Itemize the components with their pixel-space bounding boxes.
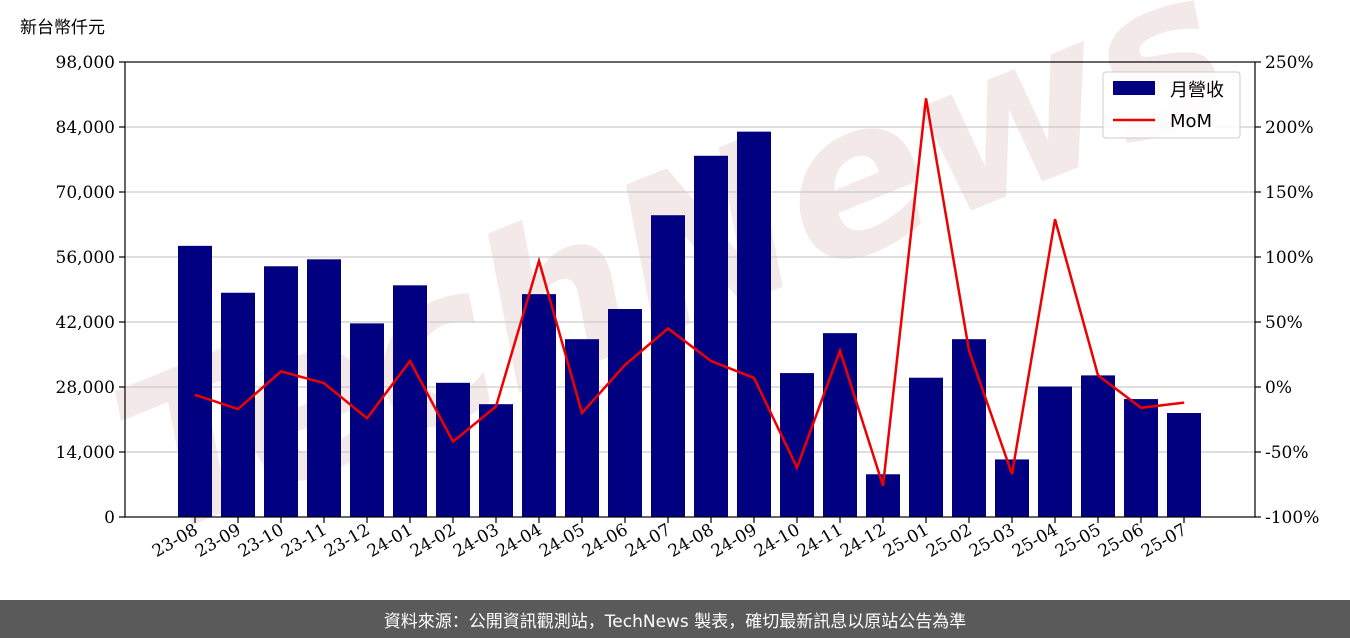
- mom-point: [194, 394, 196, 396]
- x-tick-label: 25-05: [1052, 520, 1104, 562]
- mom-point: [710, 360, 712, 362]
- x-tick-label: 25-01: [880, 520, 932, 562]
- bar: [823, 333, 857, 517]
- left-tick-label: 28,000: [56, 378, 115, 398]
- revenue-chart: TechNews 新台幣仟元 014,00028,00042,00056,000…: [20, 0, 1319, 585]
- bar: [264, 266, 298, 517]
- bar: [1081, 375, 1115, 517]
- mom-point: [581, 412, 583, 414]
- x-tick-label: 24-11: [794, 520, 846, 562]
- left-tick-label: 98,000: [56, 53, 115, 73]
- right-y-axis: -100% -50% 0% 50% 100% 150% 200% 250%: [1255, 53, 1319, 528]
- mom-point: [968, 350, 970, 352]
- mom-point: [452, 441, 454, 443]
- x-tick-label: 25-03: [966, 520, 1018, 562]
- x-tick-label: 23-12: [321, 520, 373, 562]
- bar: [178, 245, 212, 517]
- mom-point: [624, 364, 626, 366]
- mom-point: [323, 382, 325, 384]
- right-tick-label: 200%: [1265, 118, 1314, 138]
- x-tick-label: 24-10: [751, 520, 803, 562]
- left-tick-label: 70,000: [56, 183, 115, 203]
- y-unit-label: 新台幣仟元: [20, 18, 105, 38]
- mom-point: [796, 467, 798, 469]
- bar: [608, 309, 642, 517]
- legend: 月營收 MoM: [1102, 71, 1241, 139]
- mom-point: [409, 360, 411, 362]
- mom-point: [366, 417, 368, 419]
- x-tick-label: 24-02: [407, 520, 459, 562]
- bar: [952, 339, 986, 517]
- footer-text: 資料來源：公開資訊觀測站，TechNews 製表，確切最新訊息以原站公告為準: [383, 611, 967, 632]
- bar: [479, 404, 513, 517]
- left-tick-label: 0: [104, 508, 115, 528]
- x-tick-label: 25-02: [923, 520, 975, 562]
- left-tick-label: 42,000: [56, 313, 115, 333]
- bar: [1167, 413, 1201, 517]
- left-tick-label: 14,000: [56, 443, 115, 463]
- mom-point: [237, 408, 239, 410]
- left-y-axis: 0 14,000 28,000 42,000 56,000 70,000 84,000 98,…: [56, 53, 125, 528]
- bar: [737, 131, 771, 517]
- x-tick-label: 25-04: [1009, 520, 1061, 562]
- x-tick-label: 25-07: [1138, 520, 1190, 562]
- x-tick-label: 25-06: [1095, 520, 1147, 562]
- mom-point: [280, 370, 282, 372]
- bar: [694, 155, 728, 518]
- mom-point: [882, 485, 884, 487]
- x-tick-label: 24-08: [665, 520, 717, 562]
- mom-point: [1140, 407, 1142, 409]
- x-tick-label: 24-04: [493, 520, 545, 562]
- legend-label-revenue: 月營收: [1170, 80, 1224, 101]
- mom-point: [1011, 473, 1013, 475]
- right-tick-label: 250%: [1265, 53, 1314, 73]
- x-tick-label: 24-01: [364, 520, 416, 562]
- x-tick-label: 24-09: [708, 520, 760, 562]
- bar: [307, 259, 341, 517]
- mom-point: [1054, 218, 1056, 220]
- x-tick-label: 24-07: [622, 520, 674, 562]
- bar: [1124, 399, 1158, 517]
- legend-swatch-revenue: [1113, 81, 1155, 95]
- x-tick-label: 24-05: [536, 520, 588, 562]
- right-tick-label: 0%: [1265, 378, 1292, 398]
- mom-point: [925, 97, 927, 99]
- mom-point: [753, 377, 755, 379]
- right-tick-label: 150%: [1265, 183, 1314, 203]
- x-tick-label: 24-12: [837, 520, 889, 562]
- right-tick-label: 50%: [1265, 313, 1303, 333]
- x-tick-label: 24-06: [579, 520, 631, 562]
- left-tick-label: 56,000: [56, 248, 115, 268]
- x-tick-label: 24-03: [450, 520, 502, 562]
- bar: [522, 294, 556, 517]
- right-tick-label: -100%: [1265, 508, 1319, 528]
- bar: [909, 377, 943, 517]
- legend-label-mom: MoM: [1170, 111, 1212, 132]
- mom-point: [538, 260, 540, 262]
- bar: [565, 339, 599, 517]
- left-tick-label: 84,000: [56, 118, 115, 138]
- mom-point: [667, 328, 669, 329]
- bar: [1038, 386, 1072, 517]
- mom-point: [495, 406, 497, 407]
- source-footer: 資料來源：公開資訊觀測站，TechNews 製表，確切最新訊息以原站公告為準: [0, 600, 1350, 638]
- bar: [651, 215, 685, 517]
- right-tick-label: 100%: [1265, 248, 1314, 268]
- mom-point: [1183, 402, 1185, 404]
- line-series: [194, 97, 1185, 487]
- bar: [350, 323, 384, 517]
- mom-point: [1097, 374, 1099, 376]
- right-tick-label: -50%: [1265, 443, 1309, 463]
- bar: [393, 285, 427, 517]
- plot-frame: [124, 61, 1256, 518]
- bar: [436, 382, 470, 517]
- mom-point: [839, 350, 841, 352]
- mom-line: [194, 98, 1185, 487]
